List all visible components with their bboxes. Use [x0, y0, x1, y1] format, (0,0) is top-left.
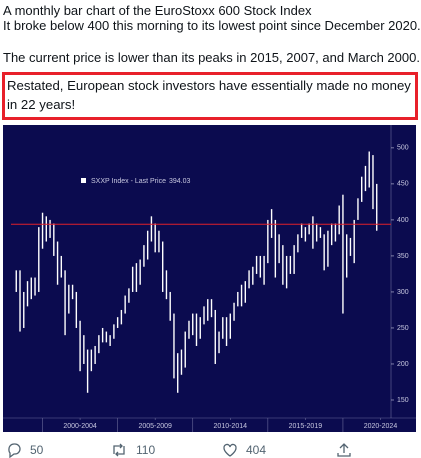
- tweet-line: The current price is lower than its peak…: [3, 50, 420, 65]
- x-tick-label: 2000-2004: [63, 423, 97, 430]
- x-tick-label: 2015-2019: [289, 423, 323, 430]
- like-icon[interactable]: [222, 442, 238, 458]
- x-tick-label: 2020-2024: [364, 423, 398, 430]
- y-tick-label: 300: [397, 289, 409, 296]
- reply-icon[interactable]: [6, 442, 22, 458]
- y-tick-label: 200: [397, 361, 409, 368]
- chart: 150 200 250 300 350 400 450 500 2000-2004 2005-20…: [3, 125, 416, 432]
- y-tick-label: 500: [397, 145, 409, 152]
- like-count[interactable]: 404: [246, 443, 267, 457]
- x-tick-label: 2005-2009: [138, 423, 172, 430]
- retweet-icon[interactable]: [110, 442, 128, 458]
- legend-last-price: 394.03: [169, 178, 191, 185]
- legend-swatch: [81, 178, 86, 183]
- retweet-count[interactable]: 110: [136, 443, 156, 457]
- y-tick-label: 250: [397, 325, 409, 332]
- y-tick-label: 400: [397, 217, 409, 224]
- y-tick-label: 150: [397, 397, 409, 404]
- reply-count[interactable]: 50: [30, 443, 44, 457]
- highlight-text: Restated, European stock investors have …: [7, 78, 411, 112]
- chart-background: [3, 125, 416, 432]
- share-icon[interactable]: [336, 442, 352, 458]
- y-tick-label: 450: [397, 181, 409, 188]
- highlight-box: Restated, European stock investors have …: [2, 72, 418, 120]
- tweet-line: It broke below 400 this morning to its l…: [3, 18, 421, 33]
- legend-series: SXXP Index - Last Price: [91, 178, 166, 185]
- x-tick-label: 2010-2014: [214, 423, 248, 430]
- tweet-line: A monthly bar chart of the EuroStoxx 600…: [3, 3, 312, 18]
- y-tick-label: 350: [397, 253, 409, 260]
- legend-text: SXXP Index - Last Price 394.03: [91, 178, 190, 185]
